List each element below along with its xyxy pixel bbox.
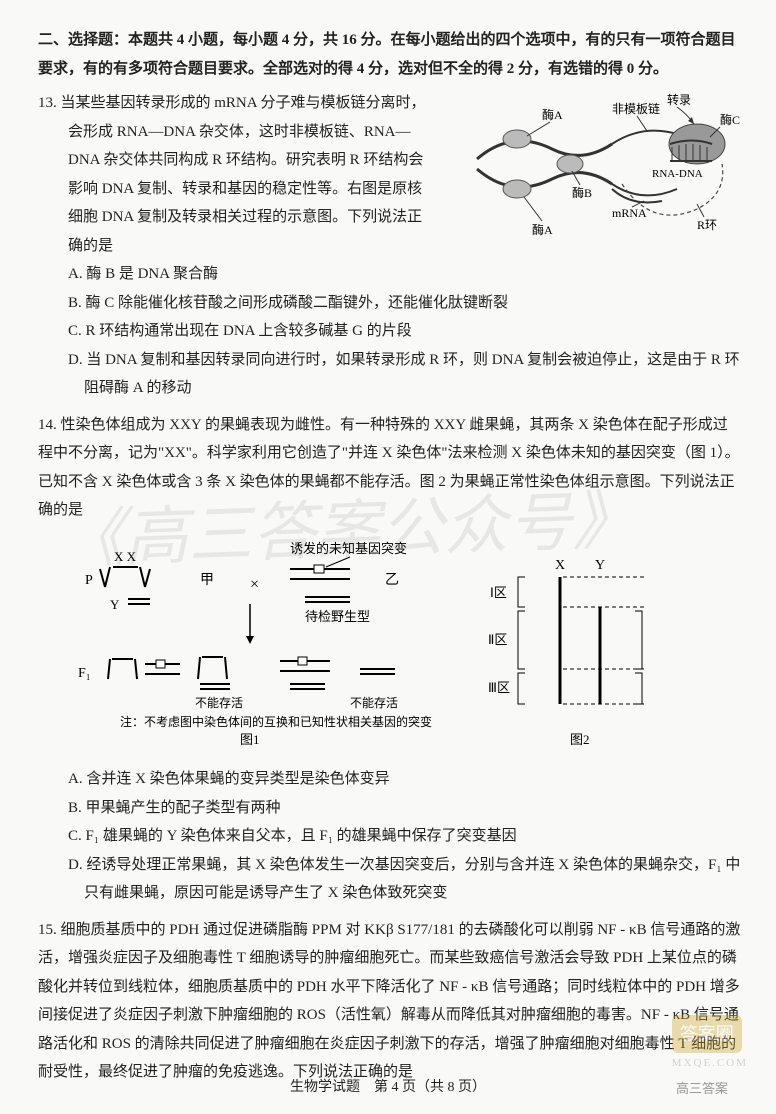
wm-badge-sub: MXQE.COM xyxy=(672,1053,748,1074)
q13-line-2: DNA 杂交体共同构成 R 环结构。研究表明 R 环结构会 xyxy=(38,152,423,168)
watermark-badge: 答案圈 MXQE.COM xyxy=(672,1015,748,1074)
svg-text:Y: Y xyxy=(595,558,605,573)
svg-text:不能存活: 不能存活 xyxy=(350,696,398,710)
question-13: 酶A 酶A 酶B 酶C 转录 非模板链 RNA-DNA mRNA R环 13. … xyxy=(38,89,742,403)
section-header: 二、选择题：本题共 4 小题，每小题 4 分，共 16 分。在每小题给出的四个选… xyxy=(38,26,742,83)
q13-line-4: 细胞 DNA 复制及转录相关过程的示意图。下列说法正 xyxy=(38,209,422,225)
footer-text: 生物学试题 第 4 页（共 8 页） xyxy=(290,1080,486,1095)
wm-badge-text: 答案圈 xyxy=(672,1015,742,1053)
svg-text:待检野生型: 待检野生型 xyxy=(305,609,370,624)
q13-opt-B: B. 酶 C 除能催化核苷酸之间形成磷酸二酯键外，还能催化肽键断裂 xyxy=(54,289,742,318)
q13-line-0: 当某些基因转录形成的 mRNA 分子难与模板链分离时， xyxy=(61,95,426,111)
svg-text:甲: 甲 xyxy=(200,573,214,588)
q14-text: 性染色体组成为 XXY 的果蝇表现为雌性。有一种特殊的 XXY 雌果蝇，其两条 … xyxy=(38,417,740,519)
q15-num: 15. xyxy=(38,922,57,938)
q14-figure: P X X Y 甲 × 乙 诱发的未知基因突变 待检野生型 xyxy=(38,529,742,760)
footer-tag: 高三答案 xyxy=(668,1075,736,1104)
q13-opt-C: C. R 环结构通常出现在 DNA 上含较多碱基 G 的片段 xyxy=(54,317,742,346)
page-footer: 生物学试题 第 4 页（共 8 页） 高三答案 xyxy=(0,1075,776,1102)
q13-line-1: 会形成 RNA—DNA 杂交体，这时非模板链、RNA— xyxy=(38,124,411,140)
q13-num: 13. xyxy=(38,95,57,111)
svg-text:×: × xyxy=(250,576,259,593)
svg-text:图1: 图1 xyxy=(240,732,260,747)
svg-text:Y: Y xyxy=(110,597,120,612)
q13-opt-A: A. 酶 B 是 DNA 聚合酶 xyxy=(54,260,742,289)
svg-text:不能存活: 不能存活 xyxy=(195,696,243,710)
q15-text: 细胞质基质中的 PDH 通过促进磷脂酶 PPM 对 KKβ S177/181 的… xyxy=(38,922,740,1081)
q14-num: 14. xyxy=(38,417,57,433)
svg-text:图2: 图2 xyxy=(570,732,590,747)
q14-opt-B: B. 甲果蝇产生的配子类型有两种 xyxy=(54,794,742,823)
q13-opt-D: D. 当 DNA 复制和基因转录同向进行时，如果转录形成 R 环，则 DNA 复… xyxy=(54,346,742,403)
q14-opt-C: C. F₁ 雄果蝇的 Y 染色体来自父本，且 F₁ 的雄果蝇中保存了突变基因 xyxy=(54,822,742,851)
svg-text:F₁: F₁ xyxy=(78,666,91,681)
question-15: 15. 细胞质基质中的 PDH 通过促进磷脂酶 PPM 对 KKβ S177/1… xyxy=(38,916,742,1087)
svg-text:X X: X X xyxy=(114,549,137,564)
svg-text:Ⅲ区: Ⅲ区 xyxy=(488,680,510,695)
svg-text:P: P xyxy=(85,573,93,588)
svg-text:诱发的未知基因突变: 诱发的未知基因突变 xyxy=(290,541,407,556)
q13-line-5: 确的是 xyxy=(38,238,113,254)
q14-opt-A: A. 含并连 X 染色体果蝇的变异类型是染色体变异 xyxy=(54,765,742,794)
svg-text:Ⅱ区: Ⅱ区 xyxy=(488,632,507,647)
svg-text:乙: 乙 xyxy=(385,572,399,588)
svg-text:X: X xyxy=(555,558,565,573)
svg-text:Ⅰ区: Ⅰ区 xyxy=(490,585,507,600)
q13-body: 13. 当某些基因转录形成的 mRNA 分子难与模板链分离时， 会形成 RNA—… xyxy=(38,89,742,260)
question-14: 14. 性染色体组成为 XXY 的果蝇表现为雌性。有一种特殊的 XXY 雌果蝇，… xyxy=(38,411,742,908)
q13-line-3: 影响 DNA 复制、转录和基因的稳定性等。右图是原核 xyxy=(38,181,422,197)
q14-opt-D: D. 经诱导处理正常果蝇，其 X 染色体发生一次基因突变后，分别与含并连 X 染… xyxy=(54,851,742,908)
svg-text:注：不考虑图中染色体间的互换和已知性状相关基因的突变: 注：不考虑图中染色体间的互换和已知性状相关基因的突变 xyxy=(120,714,432,729)
